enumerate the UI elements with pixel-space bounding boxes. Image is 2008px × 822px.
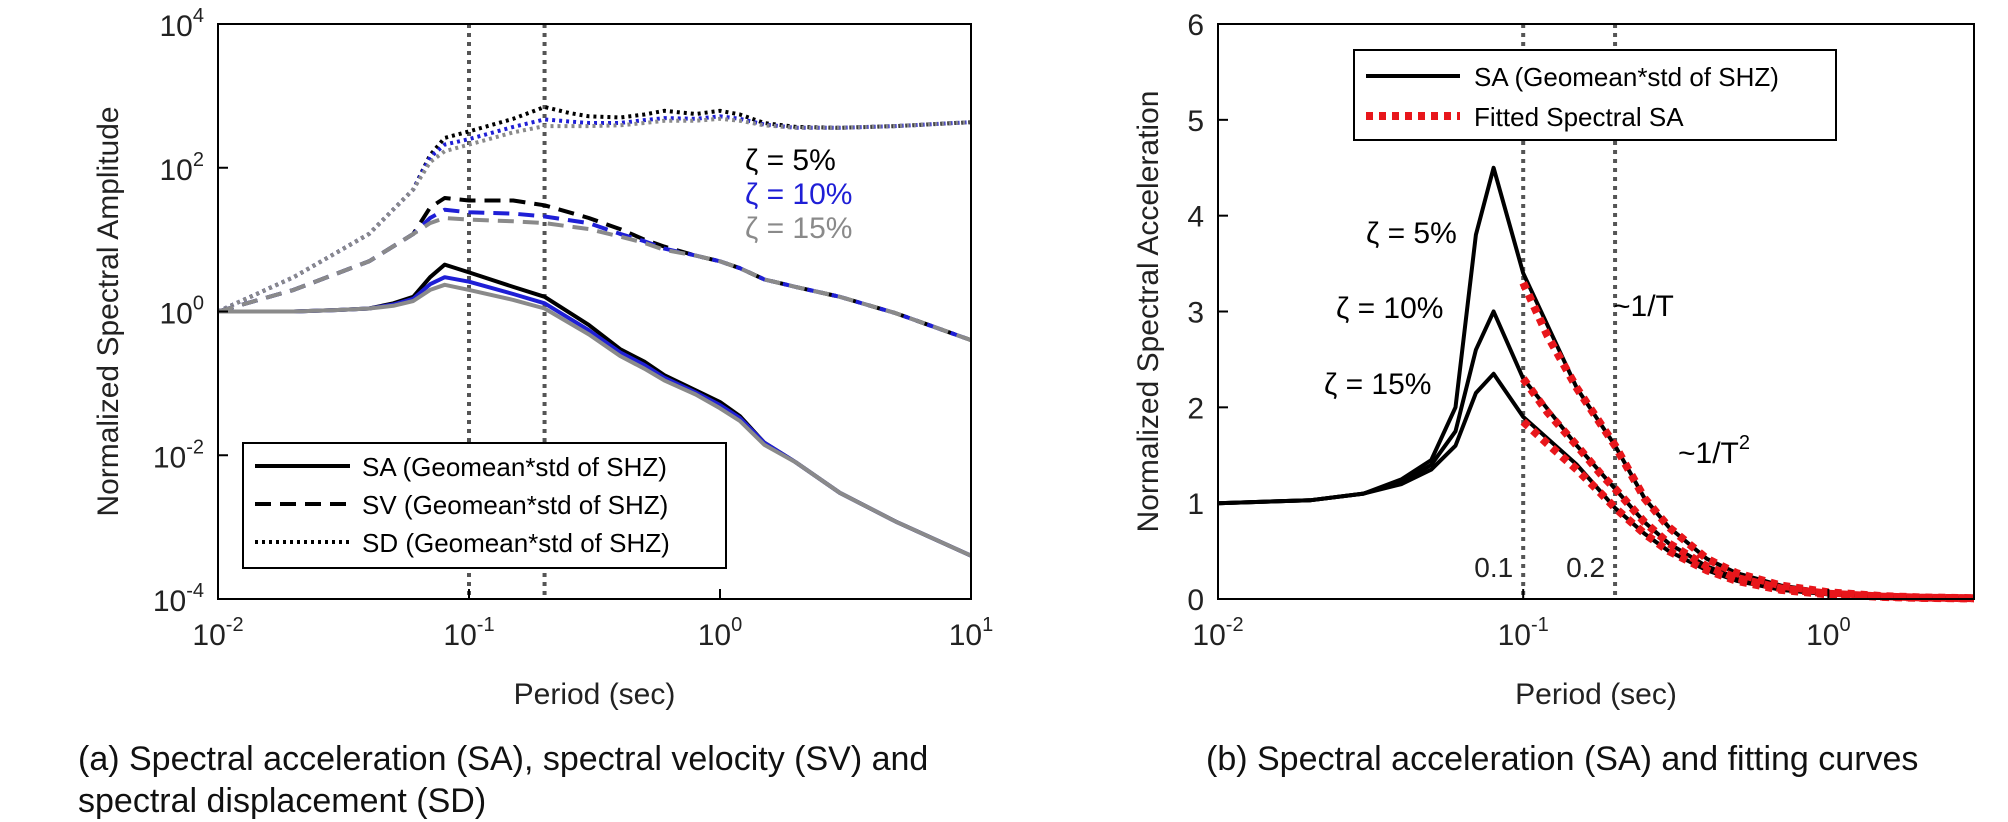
panel-b-legend-box — [1353, 49, 1837, 141]
panel-a-x-tick-label-2: 100 — [698, 614, 743, 652]
panel-a-legend-box — [242, 442, 727, 569]
panel-b-y-tick-label-2: 2 — [1187, 392, 1204, 425]
panel-b-y-tick-label-6: 6 — [1187, 9, 1204, 42]
panel-b-y-axis-label: Normalized Spectral Acceleration — [1132, 91, 1165, 533]
panel-b-ticks: 10-2 10-1 100 0 1 2 3 4 5 6 — [1187, 9, 1850, 652]
panel-a-legend-label-2: SD (Geomean*std of SHZ) — [362, 528, 670, 558]
panel-b-x-axis-label: Period (sec) — [1515, 678, 1677, 711]
panel-b-vline-label-0: 0.1 — [1474, 552, 1513, 583]
panel-a-legend-label-0: SA (Geomean*std of SHZ) — [362, 452, 667, 482]
panel-b-y-tick-label-5: 5 — [1187, 105, 1204, 138]
panel-a-series-sv-15pct — [217, 216, 972, 342]
panel-b-legend: SA (Geomean*std of SHZ) Fitted Spectral S… — [1353, 49, 1837, 141]
panel-a-y-axis-label: Normalized Spectral Amplitude — [92, 106, 125, 516]
panel-a-series-sd-10pct — [217, 114, 972, 314]
panel-b-annotation-1: ζ = 10% — [1336, 292, 1443, 325]
panel-b-x-tick-label-1: 10-1 — [1498, 614, 1549, 652]
panel-b-x-tick-label-2: 100 — [1806, 614, 1851, 652]
panel-b-legend-label-1: Fitted Spectral SA — [1474, 102, 1684, 132]
panel-a-legend: SA (Geomean*std of SHZ) SV (Geomean*std o… — [242, 442, 727, 569]
panel-b-caption: (b) Spectral acceleration (SA) and fitti… — [1206, 740, 1919, 778]
panel-b-legend-label-0: SA (Geomean*std of SHZ) — [1474, 62, 1779, 92]
panel-b-y-tick-label-4: 4 — [1187, 201, 1204, 234]
panel-b-annotations: 0.1 0.2 ζ = 5% ζ = 10% ζ = 15% ~1/T ~1/T2 — [1324, 217, 1750, 583]
panel-a-series-sa-15pct — [218, 282, 972, 558]
panel-b-annotation-4: ~1/T2 — [1678, 432, 1750, 470]
panel-a-series-sd-15pct — [217, 116, 972, 314]
panel-a-y-tick-label-2: 100 — [160, 293, 205, 331]
panel-a-series — [217, 105, 972, 558]
panel-a-series-sd-5pct — [217, 105, 972, 314]
panel-a-y-tick-label-0: 10-4 — [153, 580, 204, 618]
panel-b: 10-2 10-1 100 0 1 2 3 4 5 6 0.1 0.2 ζ = 5% ζ = 10% ζ … — [1132, 9, 1975, 711]
panel-a-series-sv-5pct — [217, 196, 972, 342]
panel-a-y-tick-label-3: 102 — [160, 149, 205, 187]
panel-b-annotation-2: ζ = 15% — [1324, 368, 1431, 401]
panel-b-series-fit-15pct — [1520, 418, 1975, 603]
panel-a-annotation-2: ζ = 15% — [745, 212, 852, 245]
panel-b-annotation-3: ~1/T — [1613, 290, 1674, 323]
panel-a-x-tick-label-3: 101 — [949, 614, 994, 652]
panel-a-annotation-1: ζ = 10% — [745, 178, 852, 211]
panel-a-x-tick-label-1: 10-1 — [443, 614, 494, 652]
panel-b-vline-label-1: 0.2 — [1566, 552, 1605, 583]
panel-a-annotations: ζ = 5%ζ = 10%ζ = 15% — [745, 144, 852, 245]
panel-b-x-tick-label-0: 10-2 — [1192, 614, 1243, 652]
panel-a-x-axis-label: Period (sec) — [514, 678, 676, 711]
panel-a-y-tick-label-4: 104 — [160, 5, 205, 43]
panel-a-x-tick-label-0: 10-2 — [192, 614, 243, 652]
panel-b-y-tick-label-1: 1 — [1187, 488, 1204, 521]
panel-a-y-tick-label-1: 10-2 — [153, 436, 204, 474]
panel-b-annotation-0: ζ = 5% — [1366, 217, 1457, 250]
panel-a-caption: (a) Spectral acceleration (SA), spectral… — [78, 740, 929, 820]
panel-b-y-tick-label-3: 3 — [1187, 297, 1204, 330]
panel-a-annotation-0: ζ = 5% — [745, 144, 836, 177]
panel-a-series-sv-10pct — [217, 207, 972, 342]
panel-b-series — [1217, 165, 1975, 603]
panel-b-y-tick-label-0: 0 — [1187, 584, 1204, 617]
panel-a-legend-label-1: SV (Geomean*std of SHZ) — [362, 490, 668, 520]
